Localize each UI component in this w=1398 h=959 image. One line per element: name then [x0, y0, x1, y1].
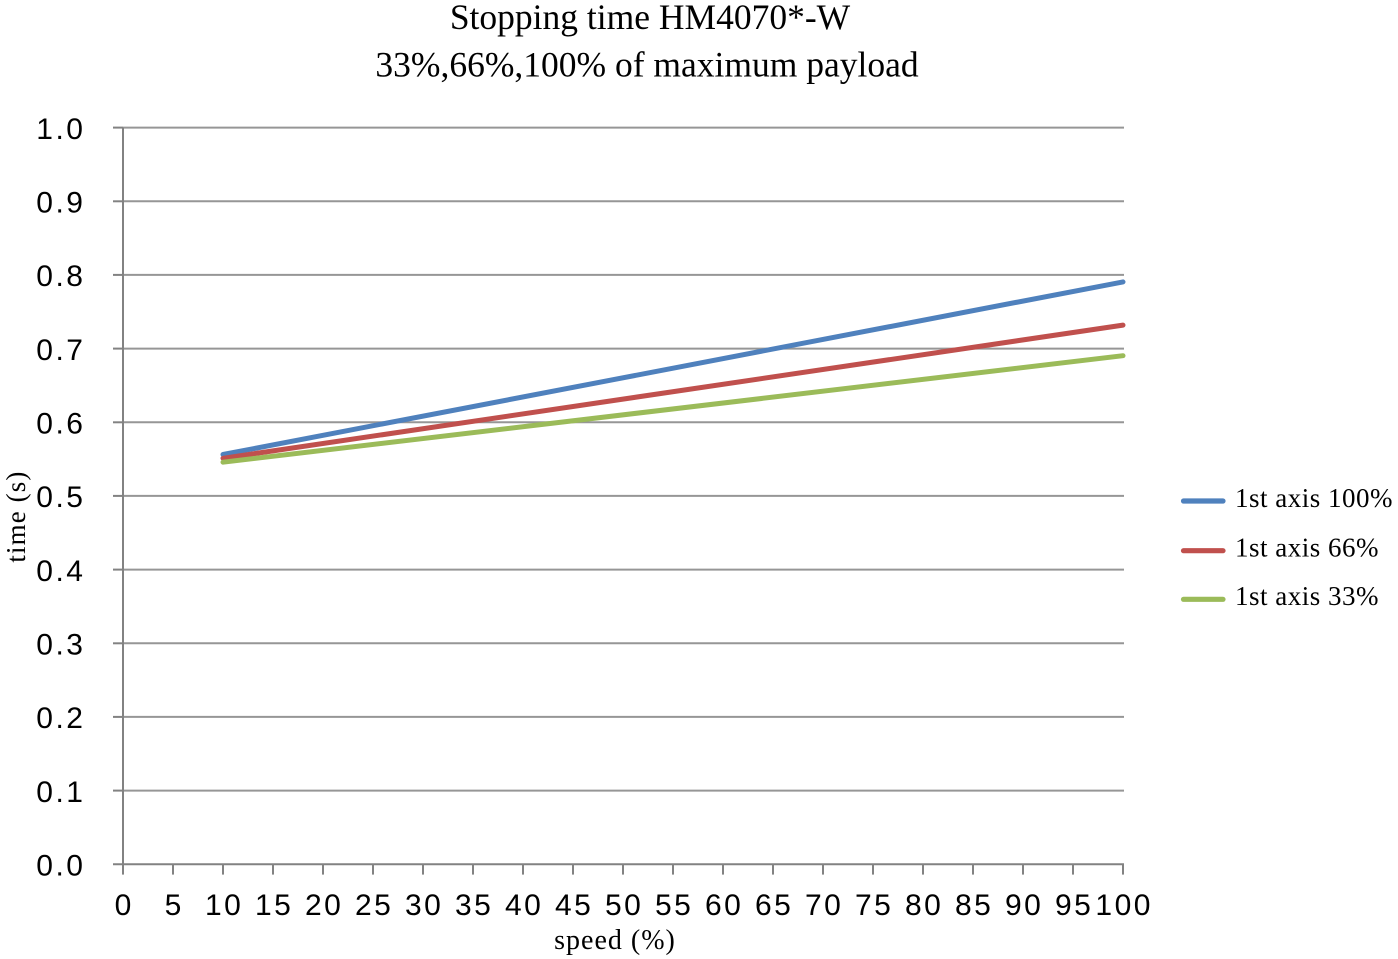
svg-text:speed (%): speed (%) [554, 925, 676, 956]
svg-text:40: 40 [505, 889, 543, 922]
svg-text:1st axis 100%: 1st axis 100% [1235, 483, 1393, 513]
svg-text:0.3: 0.3 [36, 629, 85, 662]
svg-text:60: 60 [705, 889, 743, 922]
svg-text:35: 35 [455, 889, 493, 922]
svg-text:80: 80 [905, 889, 943, 922]
svg-text:0.4: 0.4 [36, 555, 85, 588]
svg-text:0.9: 0.9 [36, 187, 85, 220]
svg-text:75: 75 [855, 889, 893, 922]
svg-text:0.8: 0.8 [36, 260, 85, 293]
svg-text:1st axis 33%: 1st axis 33% [1235, 581, 1379, 611]
svg-text:85: 85 [955, 889, 993, 922]
svg-text:65: 65 [755, 889, 793, 922]
svg-text:Stopping time HM4070*-W: Stopping time HM4070*-W [450, 0, 851, 37]
svg-text:95: 95 [1055, 889, 1093, 922]
svg-text:55: 55 [655, 889, 693, 922]
svg-text:0.1: 0.1 [36, 776, 85, 809]
svg-text:20: 20 [305, 889, 343, 922]
svg-text:30: 30 [405, 889, 443, 922]
svg-text:70: 70 [805, 889, 843, 922]
svg-text:time (s): time (s) [1, 471, 31, 563]
svg-text:1.0: 1.0 [36, 113, 85, 146]
svg-text:0: 0 [115, 889, 134, 922]
svg-text:45: 45 [555, 889, 593, 922]
svg-text:50: 50 [605, 889, 643, 922]
svg-text:33%,66%,100% of maximum payloa: 33%,66%,100% of maximum payload [375, 45, 918, 85]
svg-text:90: 90 [1005, 889, 1043, 922]
svg-text:0.2: 0.2 [36, 702, 85, 735]
svg-text:100: 100 [1095, 889, 1153, 922]
svg-text:0.5: 0.5 [36, 481, 85, 514]
svg-text:5: 5 [165, 889, 184, 922]
svg-text:0.7: 0.7 [36, 334, 85, 367]
svg-text:15: 15 [255, 889, 293, 922]
svg-text:0.6: 0.6 [36, 408, 85, 441]
svg-text:0.0: 0.0 [36, 850, 85, 883]
svg-text:10: 10 [205, 889, 243, 922]
svg-text:1st axis 66%: 1st axis 66% [1235, 533, 1379, 563]
svg-text:25: 25 [355, 889, 393, 922]
